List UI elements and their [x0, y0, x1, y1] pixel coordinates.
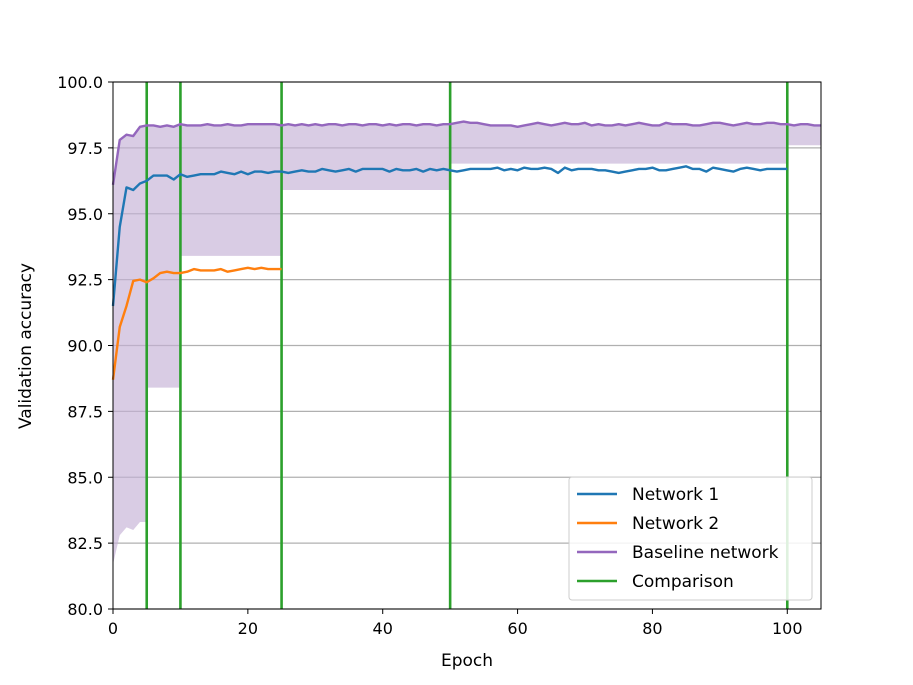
- y-tick-label-1: 82.5: [67, 534, 103, 553]
- y-tick-label-0: 80.0: [67, 600, 103, 619]
- x-tick-label-4: 80: [642, 619, 662, 638]
- x-tick-label-2: 40: [373, 619, 393, 638]
- baseline-band-area: [113, 121, 821, 565]
- legend-label-network-1: Network 1: [632, 485, 719, 505]
- x-tick-label-0: 0: [108, 619, 118, 638]
- series-lines: [111, 120, 821, 380]
- baseline-band: [113, 121, 821, 565]
- x-tick-label-3: 60: [507, 619, 527, 638]
- legend-label-network-2: Network 2: [632, 514, 719, 534]
- legend: Network 1 Network 2 Baseline network Compar…: [568, 476, 813, 601]
- y-axis-label: Validation accuracy: [16, 263, 36, 429]
- y-tick-label-3: 87.5: [67, 402, 103, 421]
- y-tick-label-7: 97.5: [67, 139, 103, 158]
- x-tick-label-5: 100: [772, 619, 803, 638]
- series-line-baseline-network: [111, 120, 821, 185]
- legend-label-baseline-network: Baseline network: [632, 543, 779, 563]
- x-axis-ticks: 0 20 40 60 80 100: [108, 609, 803, 638]
- y-tick-label-2: 85.0: [67, 468, 103, 487]
- legend-box: [568, 476, 813, 601]
- legend-label-comparison: Comparison: [632, 572, 734, 592]
- y-tick-label-6: 95.0: [67, 205, 103, 224]
- x-tick-label-1: 20: [238, 619, 258, 638]
- y-tick-label-4: 90.0: [67, 337, 103, 356]
- y-tick-label-8: 100.0: [57, 73, 103, 92]
- x-axis-label: Epoch: [441, 651, 493, 671]
- y-tick-label-5: 92.5: [67, 271, 103, 290]
- series-line-network-2: [111, 266, 282, 380]
- y-axis-ticks: 80.0 82.5 85.0 87.5 90.0 92.5 95.0 97.5 100.0: [57, 73, 113, 619]
- series-line-network-1: [111, 165, 788, 307]
